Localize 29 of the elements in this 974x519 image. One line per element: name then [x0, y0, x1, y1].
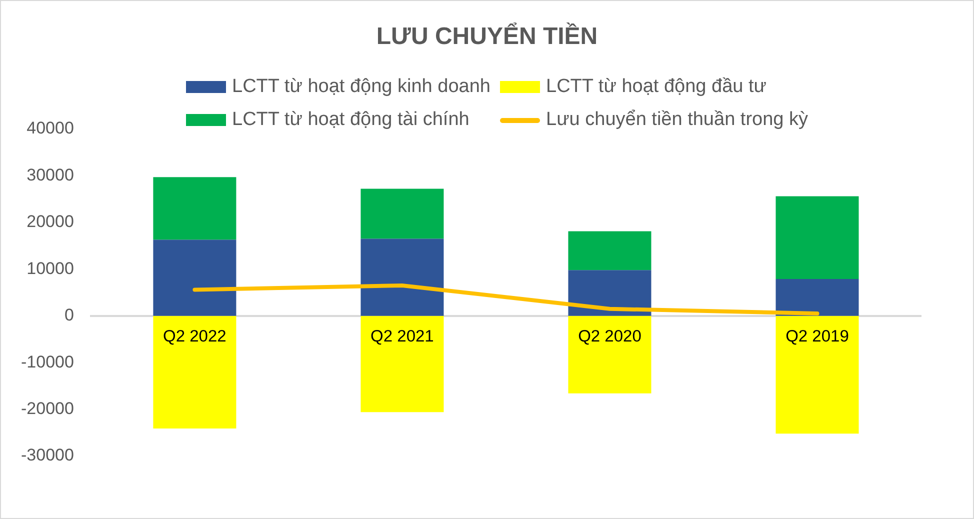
bar: [153, 316, 236, 428]
bar: [360, 188, 444, 239]
bar: [153, 240, 236, 316]
bar: [153, 177, 236, 240]
bar: [568, 270, 652, 316]
x-tick-label: Q2 2020: [578, 327, 642, 346]
y-tick-label: -30000: [20, 446, 74, 465]
legend-label: Lưu chuyển tiền thuần trong kỳ: [546, 109, 808, 131]
bar: [360, 316, 444, 412]
x-tick-label: Q2 2022: [163, 327, 226, 346]
y-tick-label: 0: [64, 306, 74, 325]
bar: [776, 196, 859, 279]
y-tick-label: 30000: [26, 165, 74, 184]
y-tick-label: 40000: [26, 118, 74, 138]
chart-title: LƯU CHUYỂN TIỀN: [375, 23, 599, 51]
bar: [360, 238, 444, 316]
y-tick-label: 20000: [26, 212, 74, 232]
x-tick-label: Q2 2019: [786, 327, 849, 346]
y-tick-label: -10000: [20, 352, 74, 372]
bar: [568, 316, 652, 394]
bar: [776, 316, 859, 434]
legend-label: LCTT từ hoạt động kinh doanh: [232, 76, 490, 98]
y-tick-label: -20000: [20, 398, 74, 418]
legend-label: LCTT từ hoạt động tài chính: [232, 109, 470, 131]
legend-label: LCTT từ hoạt động đầu tư: [546, 76, 766, 98]
bar: [568, 231, 652, 270]
bar: [776, 278, 859, 316]
x-tick-label: Q2 2021: [370, 327, 434, 346]
y-tick-label: 10000: [26, 258, 74, 278]
